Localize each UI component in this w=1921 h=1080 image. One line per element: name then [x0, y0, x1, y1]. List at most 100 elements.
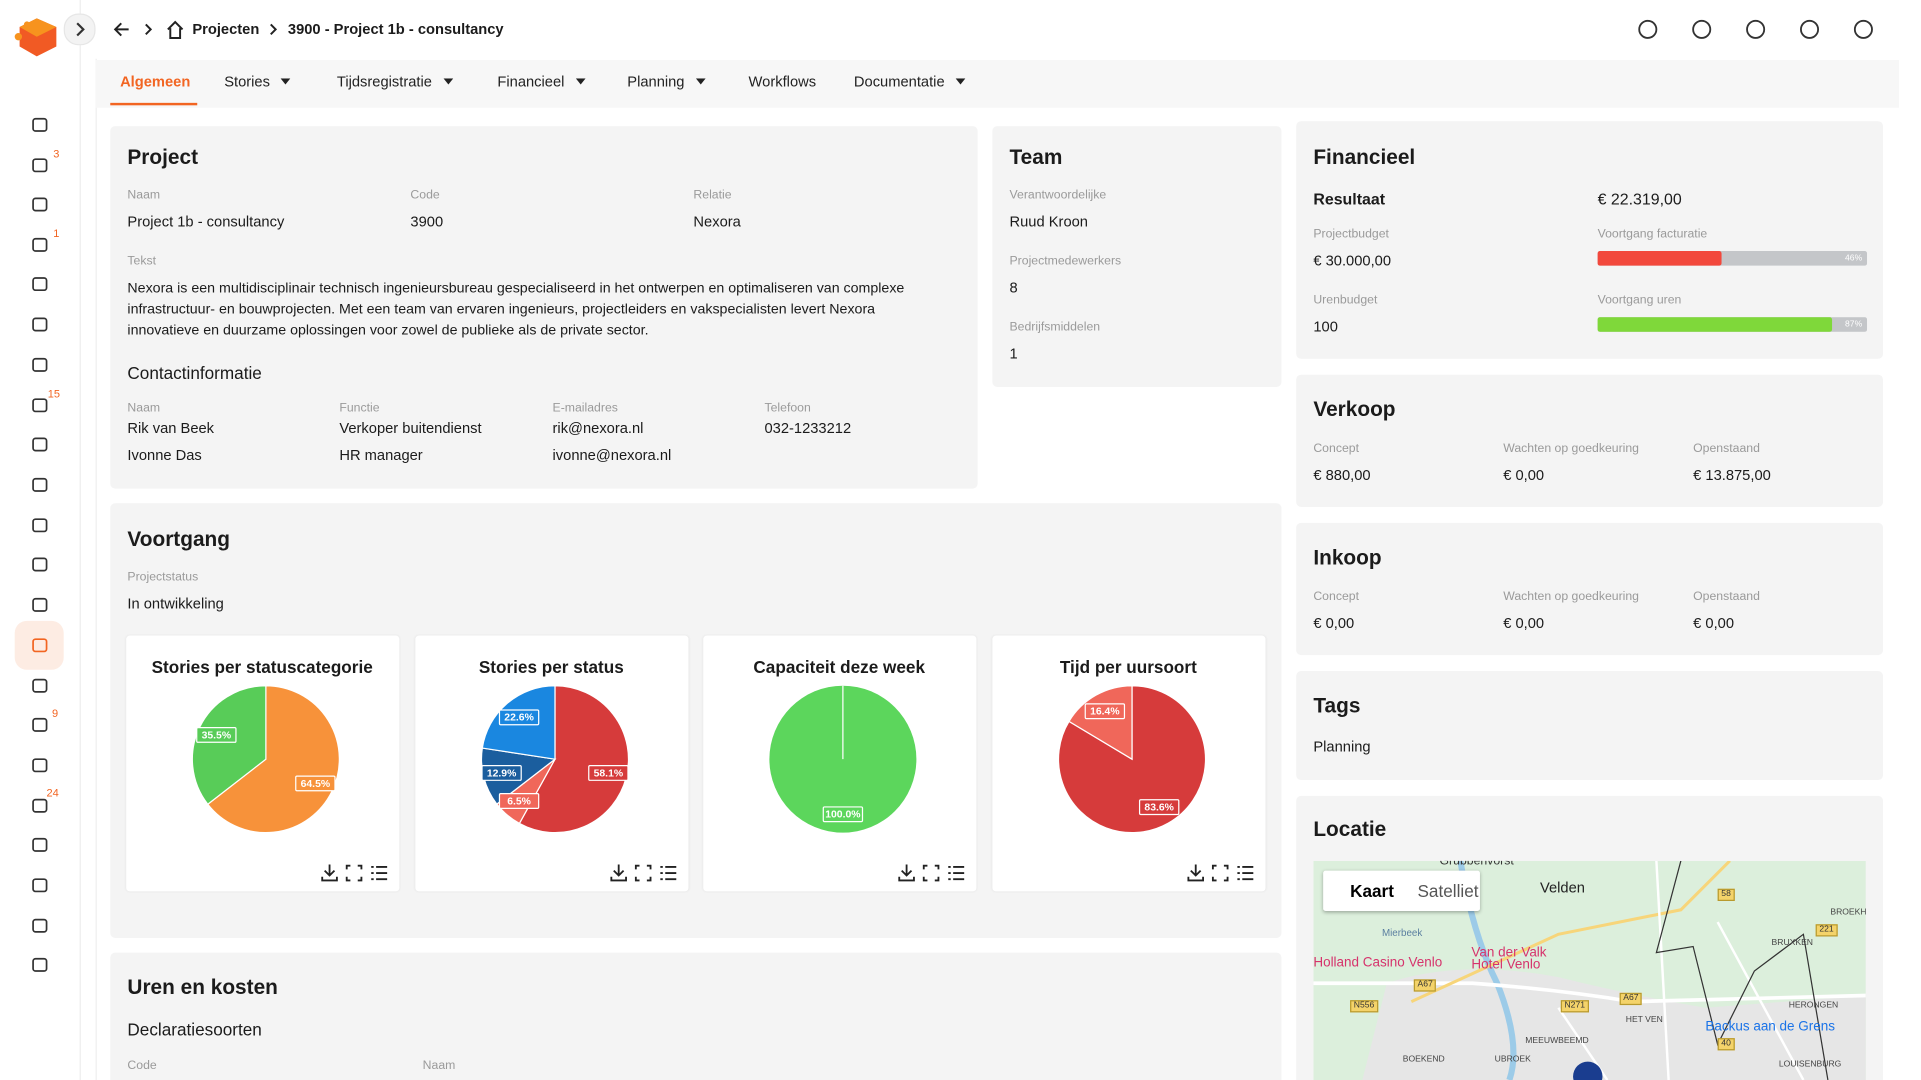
field-value: € 880,00 [1313, 466, 1371, 484]
data-label-box [295, 775, 336, 792]
map-button[interactable]: Kaart [1350, 881, 1394, 901]
tab-caret[interactable] [280, 78, 291, 85]
card-title: Tags [1313, 694, 1361, 718]
tab-caret[interactable] [955, 78, 966, 85]
nav-icon[interactable] [31, 236, 51, 253]
tab[interactable]: Workflows [748, 73, 817, 91]
contact-cell: HR manager [339, 446, 423, 464]
icon [948, 866, 965, 881]
column-header: Naam [127, 401, 161, 416]
result-value: € 22.319,00 [1597, 190, 1682, 209]
nav-icon[interactable] [31, 556, 51, 573]
card-title: Voortgang [127, 527, 230, 551]
nav-icon[interactable] [31, 196, 51, 213]
pie-slice [206, 685, 340, 834]
fullscreen-button[interactable] [922, 864, 940, 882]
nav-icon[interactable] [31, 716, 51, 733]
data-label-box [481, 764, 522, 781]
data-label: 100.0% [822, 806, 864, 823]
nav-icon[interactable] [31, 877, 51, 894]
nav-icon[interactable] [31, 276, 51, 293]
field-label: Projectmedewerkers [1009, 254, 1122, 269]
tab-caret[interactable] [442, 78, 453, 85]
nav-icon[interactable] [31, 956, 51, 973]
tab[interactable]: Planning [627, 73, 685, 91]
toolbar-icon[interactable] [1852, 18, 1874, 40]
download-button[interactable] [321, 864, 338, 882]
field-label: Projectbudget [1313, 227, 1389, 242]
toolbar-icon[interactable] [1745, 18, 1767, 40]
result-label: Resultaat [1313, 190, 1386, 209]
map-place: HET VEN [1625, 1016, 1663, 1025]
legend-button[interactable] [948, 866, 965, 881]
data-label-text: 64.5% [301, 779, 331, 790]
map[interactable]: Kaart Satelliet Grubbenvorst Velden Mierbeek… [1313, 860, 1866, 1080]
tab[interactable]: Documentatie [853, 73, 945, 91]
progress-label: 87% [1845, 319, 1863, 329]
nav-icon[interactable] [31, 757, 51, 774]
tab[interactable]: Algemeen [120, 73, 191, 91]
field-label: Concept [1313, 590, 1359, 604]
fullscreen-button[interactable] [345, 864, 363, 882]
nav-icon[interactable] [31, 596, 51, 613]
nav-icon[interactable] [31, 917, 51, 934]
nav-icon[interactable] [31, 157, 51, 174]
progress-label: 46% [1845, 253, 1863, 263]
nav-icon[interactable] [31, 517, 51, 534]
nav-icon-shape [32, 477, 48, 492]
nav-icon[interactable] [31, 836, 51, 853]
download-button[interactable] [1187, 864, 1204, 882]
fullscreen-button[interactable] [634, 864, 652, 882]
road-shield: 40 [1717, 1038, 1735, 1051]
nav-icon[interactable] [31, 436, 51, 453]
progress-fill [1597, 251, 1722, 266]
tab[interactable]: Stories [224, 73, 270, 91]
field-label: Relatie [693, 188, 732, 203]
map-place: Mierbeek [1381, 927, 1423, 939]
download-button[interactable] [610, 864, 627, 882]
uren-card [110, 952, 1282, 1080]
nav-icon[interactable] [31, 397, 51, 414]
fullscreen-button[interactable] [1211, 864, 1229, 882]
toolbar-icon[interactable] [1691, 18, 1713, 40]
logo[interactable] [12, 15, 63, 59]
data-label: 58.1% [588, 764, 629, 781]
nav-icon[interactable] [31, 797, 51, 814]
breadcrumb-link[interactable]: Projecten [192, 20, 260, 38]
nav-icon[interactable] [31, 316, 51, 333]
nav-icon[interactable] [31, 476, 51, 493]
sidebar-toggle[interactable] [63, 13, 96, 46]
chart-title: Stories per statuscategorie [151, 657, 373, 677]
field-label: Wachten op goedkeuring [1503, 590, 1640, 604]
map-place: BROEKHUYSEN [1830, 908, 1866, 917]
nav-icon[interactable] [31, 356, 51, 373]
field-value: € 30.000,00 [1313, 252, 1392, 270]
legend-button[interactable] [660, 866, 677, 881]
toolbar-icon[interactable] [1798, 18, 1820, 40]
legend-button[interactable] [371, 866, 388, 881]
map-button[interactable]: Satelliet [1417, 881, 1479, 901]
caret [955, 78, 966, 85]
toolbar-icon[interactable] [1637, 18, 1659, 40]
tab[interactable]: Financieel [497, 73, 565, 91]
toolbar-icon-shape [1638, 19, 1658, 39]
nav-icon[interactable] [31, 116, 51, 133]
tab-caret[interactable] [575, 78, 586, 85]
tab[interactable]: Tijdsregistratie [336, 73, 432, 91]
data-label-box [498, 793, 540, 809]
breadcrumb-icons [113, 20, 278, 39]
legend-button[interactable] [1237, 866, 1254, 881]
tab-caret[interactable] [695, 78, 706, 85]
map-type-control: Kaart Satelliet [1323, 870, 1480, 912]
card-title: Project [127, 145, 199, 169]
download-button[interactable] [898, 864, 915, 882]
field-value: € 0,00 [1503, 614, 1545, 632]
field-value: € 0,00 [1693, 614, 1735, 632]
caret [442, 78, 453, 85]
data-label-box [588, 764, 629, 781]
icon [660, 866, 677, 881]
nav-badge: 9 [52, 707, 59, 720]
nav-icon[interactable] [31, 637, 51, 654]
nav-icon[interactable] [31, 677, 51, 694]
contact-cell: 032-1233212 [764, 419, 852, 437]
